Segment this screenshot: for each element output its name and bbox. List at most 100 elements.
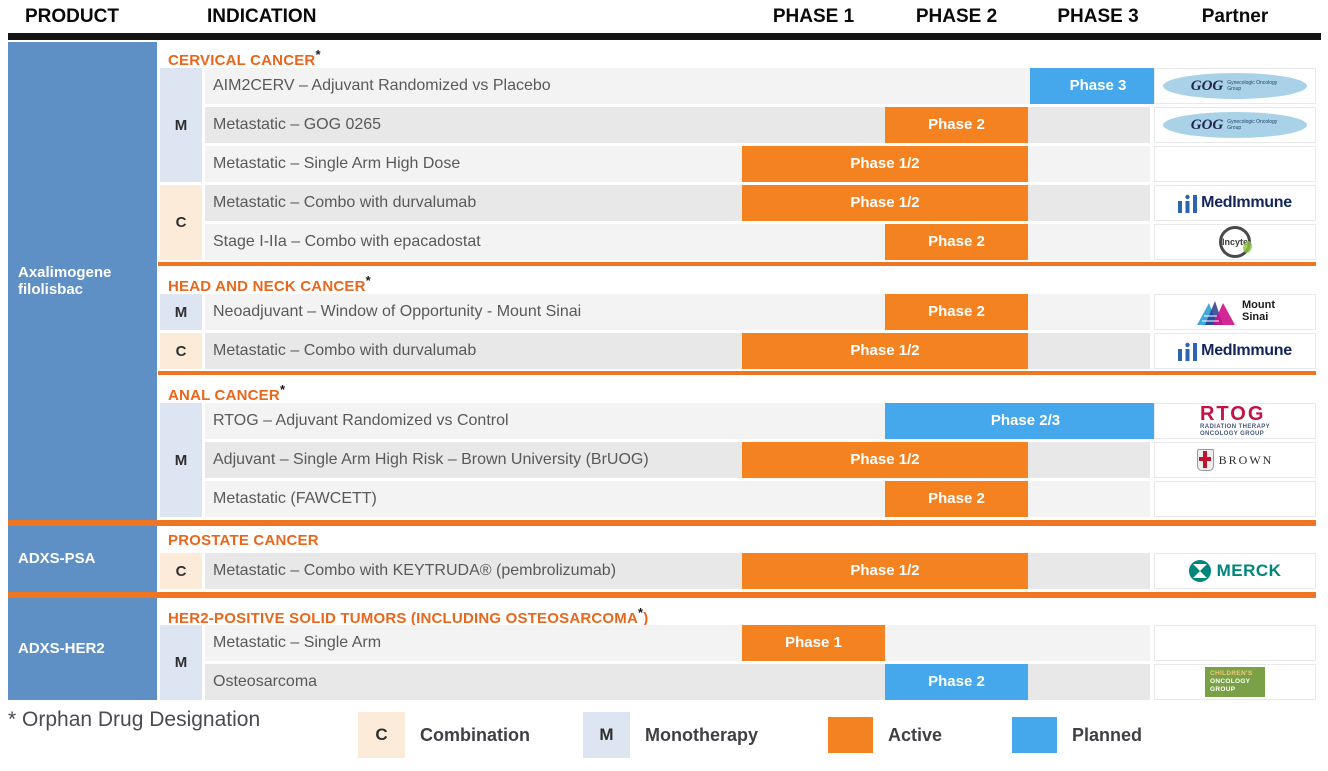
- indication-label: Metastatic – Single Arm: [213, 634, 382, 651]
- indication-label: Metastatic – Combo with durvalumab: [213, 194, 477, 211]
- orphan-asterisk: *: [638, 605, 644, 620]
- legend-active-label: Active: [888, 725, 943, 745]
- section-divider: [158, 262, 1316, 266]
- mount-sinai-name: Mount Sinai: [1242, 299, 1275, 323]
- column-header-phase1: PHASE 1: [772, 6, 855, 27]
- section-title-head-and-neck: HEAD AND NECK CANCER*: [168, 273, 371, 295]
- partner-logo-incyte: Incyte: [1219, 226, 1252, 258]
- phase-bar-active: Phase 1/2: [742, 146, 1028, 182]
- column-header-indication: INDICATION: [207, 6, 317, 27]
- medimmune-icon: [1178, 342, 1198, 361]
- partner-logo-rtog: RTOG RADIATION THERAPY ONCOLOGY GROUP: [1199, 403, 1271, 437]
- legend-monotherapy-label: Monotherapy: [645, 725, 759, 745]
- phase-bar-active: Phase 1/2: [742, 333, 1028, 369]
- partner-logo-merck: MERCK: [1188, 560, 1282, 582]
- partner-cell: GOG Gynecologic Oncology Group: [1154, 107, 1316, 143]
- orphan-asterisk: *: [365, 273, 371, 288]
- legend-active-swatch: [828, 717, 873, 753]
- header-divider-rule: [8, 33, 1321, 40]
- partner-cell: RTOG RADIATION THERAPY ONCOLOGY GROUP: [1154, 403, 1316, 439]
- product-divider: [8, 520, 1316, 526]
- legend-combination-swatch: C: [358, 712, 405, 758]
- section-title-prostate-cancer: PROSTATE CANCER: [168, 532, 319, 549]
- partner-cell: BROWN: [1154, 442, 1316, 478]
- partner-logo-mount-sinai: Mount Sinai: [1195, 299, 1275, 325]
- partner-cell: CHILDREN'S ONCOLOGY GROUP: [1154, 664, 1316, 700]
- marker-monotherapy: M: [160, 68, 202, 182]
- phase-bar-active: Phase 2: [885, 481, 1028, 517]
- marker-monotherapy: M: [160, 625, 202, 700]
- phase-bar-planned: Phase 3: [1030, 68, 1166, 104]
- merck-icon: [1188, 560, 1211, 582]
- mount-sinai-icon: [1197, 301, 1235, 325]
- partner-cell: MedImmune: [1154, 333, 1316, 369]
- phase-bar-active: Phase 1: [742, 625, 885, 661]
- legend-planned-label: Planned: [1072, 725, 1143, 745]
- partner-cell: GOG Gynecologic Oncology Group: [1154, 68, 1316, 104]
- section-title-anal-cancer: ANAL CANCER*: [168, 382, 286, 404]
- marker-monotherapy: M: [160, 294, 202, 330]
- indication-label: Neoadjuvant – Window of Opportunity - Mo…: [213, 303, 582, 320]
- product-axalimogene: Axalimogene filolisbac: [8, 42, 157, 520]
- orphan-asterisk: *: [315, 47, 321, 62]
- partner-cell: MedImmune: [1154, 185, 1316, 221]
- phase-bar-active: Phase 1/2: [742, 185, 1028, 221]
- product-adxs-her2: ADXS-HER2: [8, 598, 157, 700]
- indication-label: RTOG – Adjuvant Randomized vs Control: [213, 412, 509, 429]
- table-row: AIM2CERV – Adjuvant Randomized vs Placeb…: [205, 68, 1150, 104]
- partner-cell: Incyte: [1154, 224, 1316, 260]
- partner-cell-empty: [1154, 625, 1316, 661]
- phase-bar-planned: Phase 2/3: [885, 403, 1166, 439]
- column-header-phase2: PHASE 2: [915, 6, 998, 27]
- legend-combination-label: Combination: [420, 725, 530, 745]
- partner-cell: MERCK: [1154, 553, 1316, 589]
- partner-logo-medimmune: MedImmune: [1178, 342, 1292, 361]
- partner-logo-brown: BROWN: [1196, 449, 1274, 471]
- section-divider: [158, 371, 1316, 375]
- phase-bar-active: Phase 1/2: [742, 442, 1028, 478]
- legend-planned-swatch: [1012, 717, 1057, 753]
- indication-label: Metastatic (FAWCETT): [213, 490, 377, 507]
- phase-bar-active: Phase 2: [885, 107, 1028, 143]
- marker-combination: C: [160, 553, 202, 589]
- orphan-drug-footnote: * Orphan Drug Designation: [8, 708, 261, 731]
- partner-logo-medimmune: MedImmune: [1178, 194, 1292, 213]
- indication-label: Metastatic – Combo with durvalumab: [213, 342, 477, 359]
- table-row: Metastatic – Single Arm: [205, 625, 1150, 661]
- phase-bar-planned: Phase 2: [885, 664, 1028, 700]
- phase-bar-active: Phase 2: [885, 224, 1028, 260]
- marker-monotherapy: M: [160, 403, 202, 517]
- marker-combination: C: [160, 333, 202, 369]
- partner-logo-gog: GOG Gynecologic Oncology Group: [1163, 112, 1307, 138]
- column-header-partner: Partner: [1201, 6, 1269, 27]
- section-title-her2-solid-tumors: HER2-POSITIVE SOLID TUMORS (INCLUDING OS…: [168, 605, 649, 627]
- marker-combination: C: [160, 185, 202, 260]
- brown-crest-icon: [1196, 449, 1214, 471]
- partner-logo-childrens-oncology-group: CHILDREN'S ONCOLOGY GROUP: [1205, 666, 1265, 698]
- product-name: ADXS-HER2: [18, 640, 105, 658]
- product-divider: [8, 592, 1316, 598]
- phase-bar-active: Phase 2: [885, 294, 1028, 330]
- indication-label: AIM2CERV – Adjuvant Randomized vs Placeb…: [213, 77, 551, 94]
- medimmune-icon: [1178, 194, 1198, 213]
- indication-label: Stage I-IIa – Combo with epacadostat: [213, 233, 481, 250]
- product-name: ADXS-PSA: [18, 550, 96, 568]
- phase-bar-active: Phase 1/2: [742, 553, 1028, 589]
- column-header-phase3: PHASE 3: [1057, 6, 1139, 27]
- column-header-product: PRODUCT: [25, 6, 119, 27]
- partner-cell: Mount Sinai: [1154, 294, 1316, 330]
- partner-cell-empty: [1154, 481, 1316, 517]
- indication-label: Metastatic – Single Arm High Dose: [213, 155, 461, 172]
- partner-cell-empty: [1154, 146, 1316, 182]
- partner-logo-gog: GOG Gynecologic Oncology Group: [1163, 73, 1307, 99]
- indication-label: Metastatic – GOG 0265: [213, 116, 382, 133]
- legend-monotherapy-swatch: M: [583, 712, 630, 758]
- product-adxs-psa: ADXS-PSA: [8, 526, 157, 592]
- indication-label: Adjuvant – Single Arm High Risk – Brown …: [213, 451, 649, 468]
- product-name: Axalimogene filolisbac: [18, 263, 112, 298]
- indication-label: Osteosarcoma: [213, 673, 318, 690]
- orphan-asterisk: *: [279, 382, 286, 397]
- section-title-cervical-cancer: CERVICAL CANCER*: [168, 47, 321, 69]
- indication-label: Metastatic – Combo with KEYTRUDA® (pembr…: [213, 562, 617, 579]
